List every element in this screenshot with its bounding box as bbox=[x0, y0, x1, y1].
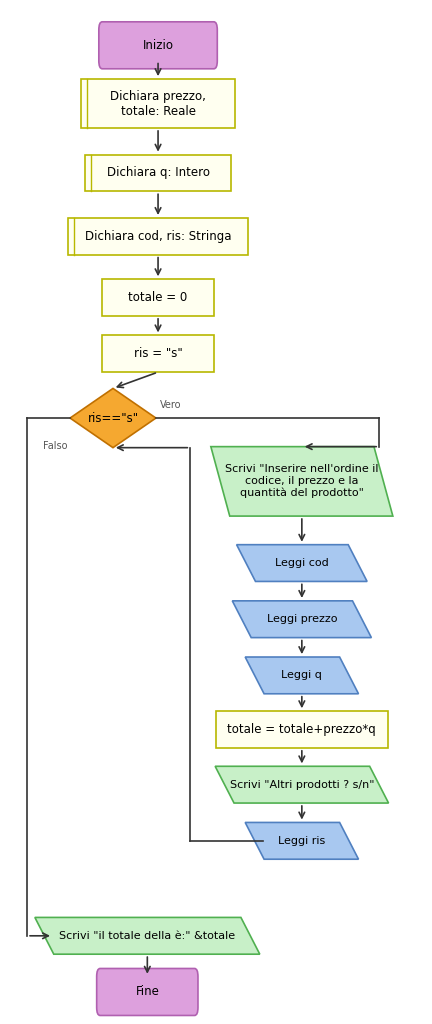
Polygon shape bbox=[245, 822, 359, 859]
Polygon shape bbox=[211, 446, 393, 516]
Bar bbox=[216, 711, 388, 748]
Text: Inizio: Inizio bbox=[143, 39, 174, 52]
Text: Leggi ris: Leggi ris bbox=[278, 836, 325, 846]
Text: Falso: Falso bbox=[44, 440, 68, 451]
Text: Leggi cod: Leggi cod bbox=[275, 558, 329, 568]
FancyBboxPatch shape bbox=[97, 969, 198, 1016]
Polygon shape bbox=[215, 766, 388, 803]
Text: Dichiara cod, ris: Stringa: Dichiara cod, ris: Stringa bbox=[85, 229, 231, 243]
Bar bbox=[102, 335, 214, 372]
Text: Fine: Fine bbox=[135, 985, 159, 998]
Text: ris=="s": ris=="s" bbox=[87, 412, 139, 425]
Text: totale = 0: totale = 0 bbox=[128, 291, 187, 304]
Text: Scrivi "Altri prodotti ? s/n": Scrivi "Altri prodotti ? s/n" bbox=[229, 779, 374, 790]
Text: Dichiara q: Intero: Dichiara q: Intero bbox=[107, 167, 210, 179]
Polygon shape bbox=[245, 657, 359, 694]
Text: Dichiara prezzo,
totale: Reale: Dichiara prezzo, totale: Reale bbox=[110, 89, 206, 118]
Polygon shape bbox=[35, 918, 260, 954]
Text: Leggi q: Leggi q bbox=[281, 671, 322, 680]
Polygon shape bbox=[232, 601, 372, 638]
Text: Vero: Vero bbox=[160, 399, 182, 410]
Polygon shape bbox=[70, 388, 156, 447]
Text: Scrivi "Inserire nell'ordine il
codice, il prezzo e la
quantità del prodotto": Scrivi "Inserire nell'ordine il codice, … bbox=[225, 465, 378, 499]
Bar bbox=[102, 280, 214, 316]
Text: Leggi prezzo: Leggi prezzo bbox=[267, 614, 337, 625]
Bar bbox=[68, 218, 248, 255]
FancyBboxPatch shape bbox=[99, 22, 217, 69]
Bar bbox=[81, 79, 235, 128]
Text: Scrivi "il totale della è:" &totale: Scrivi "il totale della è:" &totale bbox=[59, 931, 235, 941]
Polygon shape bbox=[237, 545, 367, 582]
Bar bbox=[85, 155, 231, 191]
Text: totale = totale+prezzo*q: totale = totale+prezzo*q bbox=[228, 723, 376, 736]
Text: ris = "s": ris = "s" bbox=[133, 347, 182, 360]
